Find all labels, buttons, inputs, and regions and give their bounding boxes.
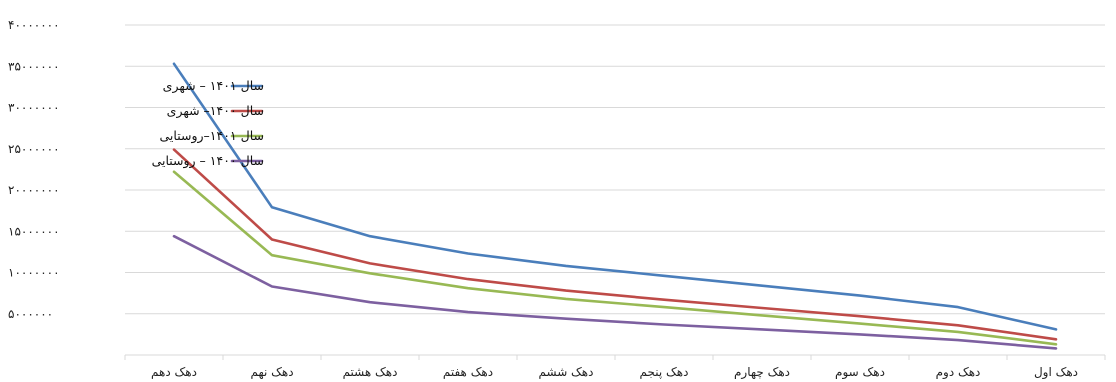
x-tick-label: دهک سوم: [835, 365, 885, 380]
y-tick-label: ۱۵۰۰۰۰۰۰: [8, 224, 60, 238]
legend: سال ۱۴۰۱ – شهری سال ۱۴۰۰– شهری سال ۱۴۰۱–رو…: [152, 78, 264, 169]
x-tick-label: دهک نهم: [250, 365, 293, 379]
y-tick-label: ۲۰۰۰۰۰۰۰: [8, 183, 60, 197]
y-tick-label: ۵۰۰۰۰۰۰: [8, 307, 53, 321]
series-line: [172, 234, 1058, 350]
y-tick-label: ۱۰۰۰۰۰۰۰: [8, 266, 60, 280]
x-tick-label: دهک اول: [1034, 365, 1078, 380]
y-axis: ۵۰۰۰۰۰۰ ۱۰۰۰۰۰۰۰ ۱۵۰۰۰۰۰۰ ۲۰۰۰۰۰۰۰ ۲۵۰۰۰۰۰۰ ۳…: [8, 18, 60, 321]
x-axis: دهک اول دهک دوم دهک سوم دهک چهارم دهک پنجم ده…: [124, 354, 1106, 380]
series-line: [172, 148, 1058, 341]
x-tick-label: دهک چهارم: [734, 365, 790, 380]
legend-label: سال ۱۴۰۱–روستایی: [160, 128, 264, 144]
x-tick-label: دهک دوم: [936, 365, 981, 380]
y-tick-label: ۲۵۰۰۰۰۰۰: [8, 142, 60, 156]
y-tick-label: ۳۰۰۰۰۰۰۰: [8, 101, 60, 115]
x-tick-label: دهک ششم: [539, 365, 594, 379]
legend-label: سال ۱۴۰۰– شهری: [167, 103, 264, 119]
series-line: [172, 170, 1058, 346]
y-tick-label: ۴۰۰۰۰۰۰۰: [8, 18, 60, 32]
x-tick-label: دهک پنجم: [640, 365, 689, 379]
y-tick-label: ۳۵۰۰۰۰۰۰: [8, 59, 60, 73]
series-line: [172, 62, 1058, 331]
series-lines: [172, 62, 1058, 350]
grid-lines: [125, 24, 1105, 315]
legend-label: سال ۱۴۰۱ – شهری: [163, 78, 264, 94]
legend-label: سال ۱۴۰۰ – روستایی: [152, 153, 264, 169]
x-tick-label: دهک هفتم: [443, 365, 493, 379]
x-tick-label: دهک هشتم: [343, 365, 398, 379]
x-tick-label: دهک دهم: [151, 365, 197, 379]
